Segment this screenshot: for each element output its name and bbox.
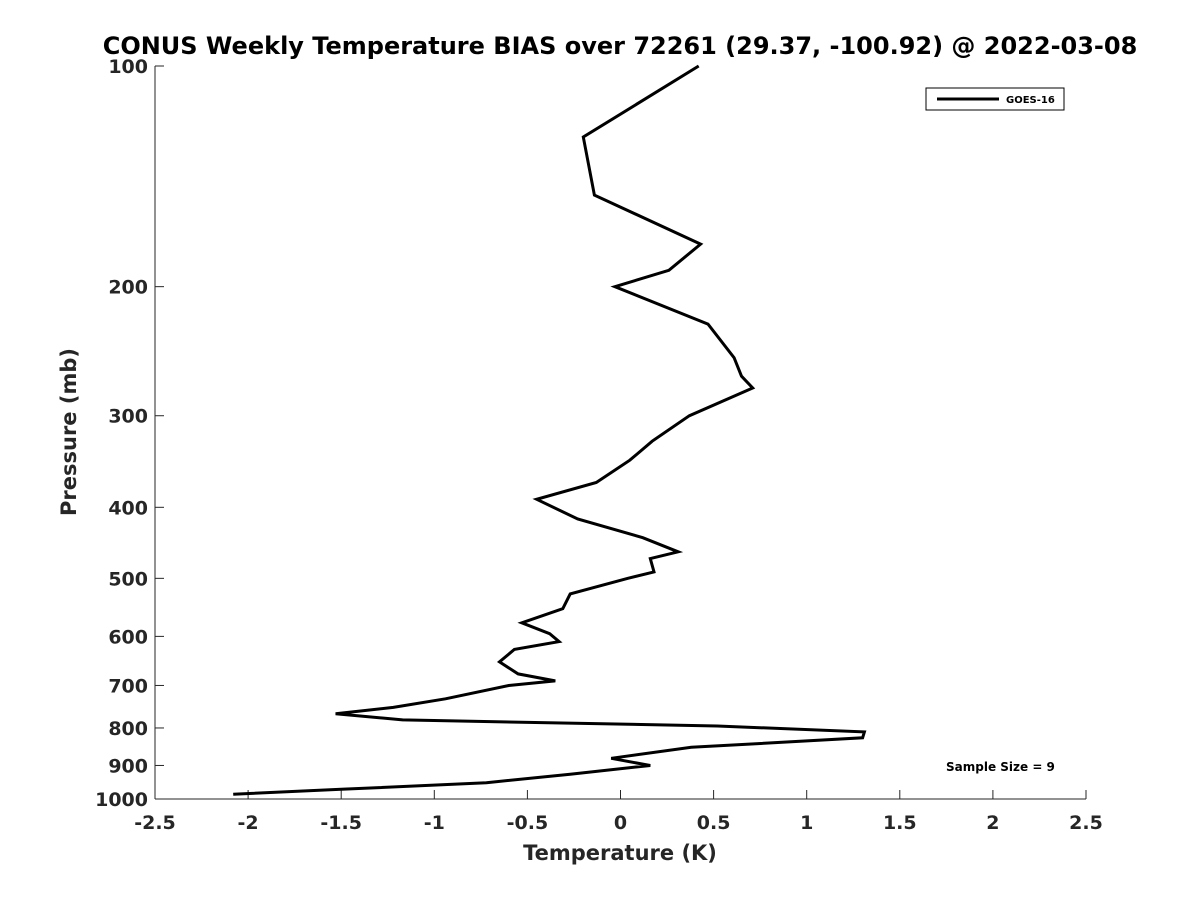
series-layer bbox=[233, 64, 867, 796]
y-tick-label: 1000 bbox=[95, 789, 148, 811]
x-tick-label: -2.5 bbox=[134, 812, 176, 834]
x-tick-label: -2 bbox=[238, 812, 259, 834]
x-tick-label: 0.5 bbox=[697, 812, 731, 834]
y-tick-label: 500 bbox=[108, 568, 148, 590]
y-tick-label: 400 bbox=[108, 497, 148, 519]
y-tick-label: 200 bbox=[108, 277, 148, 299]
y-ticks: 100 200 300 400 500 600 700 800 900 1000 bbox=[95, 56, 164, 811]
x-ticks: -2.5 -2 -1.5 -1 -0.5 0 0.5 1 1.5 2 2.5 bbox=[134, 790, 1103, 834]
y-tick-label: 800 bbox=[108, 718, 148, 740]
y-tick-label: 700 bbox=[108, 675, 148, 697]
x-tick-label: 2 bbox=[986, 812, 999, 834]
y-tick-label: 600 bbox=[108, 626, 148, 648]
legend-label: GOES-16 bbox=[1006, 95, 1055, 106]
x-tick-label: 1.5 bbox=[883, 812, 917, 834]
x-tick-label: 0 bbox=[614, 812, 627, 834]
x-axis-label: Temperature (K) bbox=[523, 841, 717, 865]
x-tick-label: -1.5 bbox=[320, 812, 362, 834]
x-tick-label: 1 bbox=[800, 812, 813, 834]
sample-size-annotation: Sample Size = 9 bbox=[946, 760, 1055, 774]
legend: GOES-16 bbox=[925, 87, 1065, 111]
chart-title: CONUS Weekly Temperature BIAS over 72261… bbox=[103, 32, 1138, 60]
series-line-goes-16 bbox=[233, 64, 867, 796]
y-tick-label: 100 bbox=[108, 56, 148, 78]
x-tick-label: -1 bbox=[424, 812, 445, 834]
y-axis-label: Pressure (mb) bbox=[57, 348, 81, 516]
y-tick-label: 900 bbox=[108, 755, 148, 777]
x-tick-label: -0.5 bbox=[507, 812, 549, 834]
y-tick-label: 300 bbox=[108, 406, 148, 428]
x-tick-label: 2.5 bbox=[1069, 812, 1103, 834]
